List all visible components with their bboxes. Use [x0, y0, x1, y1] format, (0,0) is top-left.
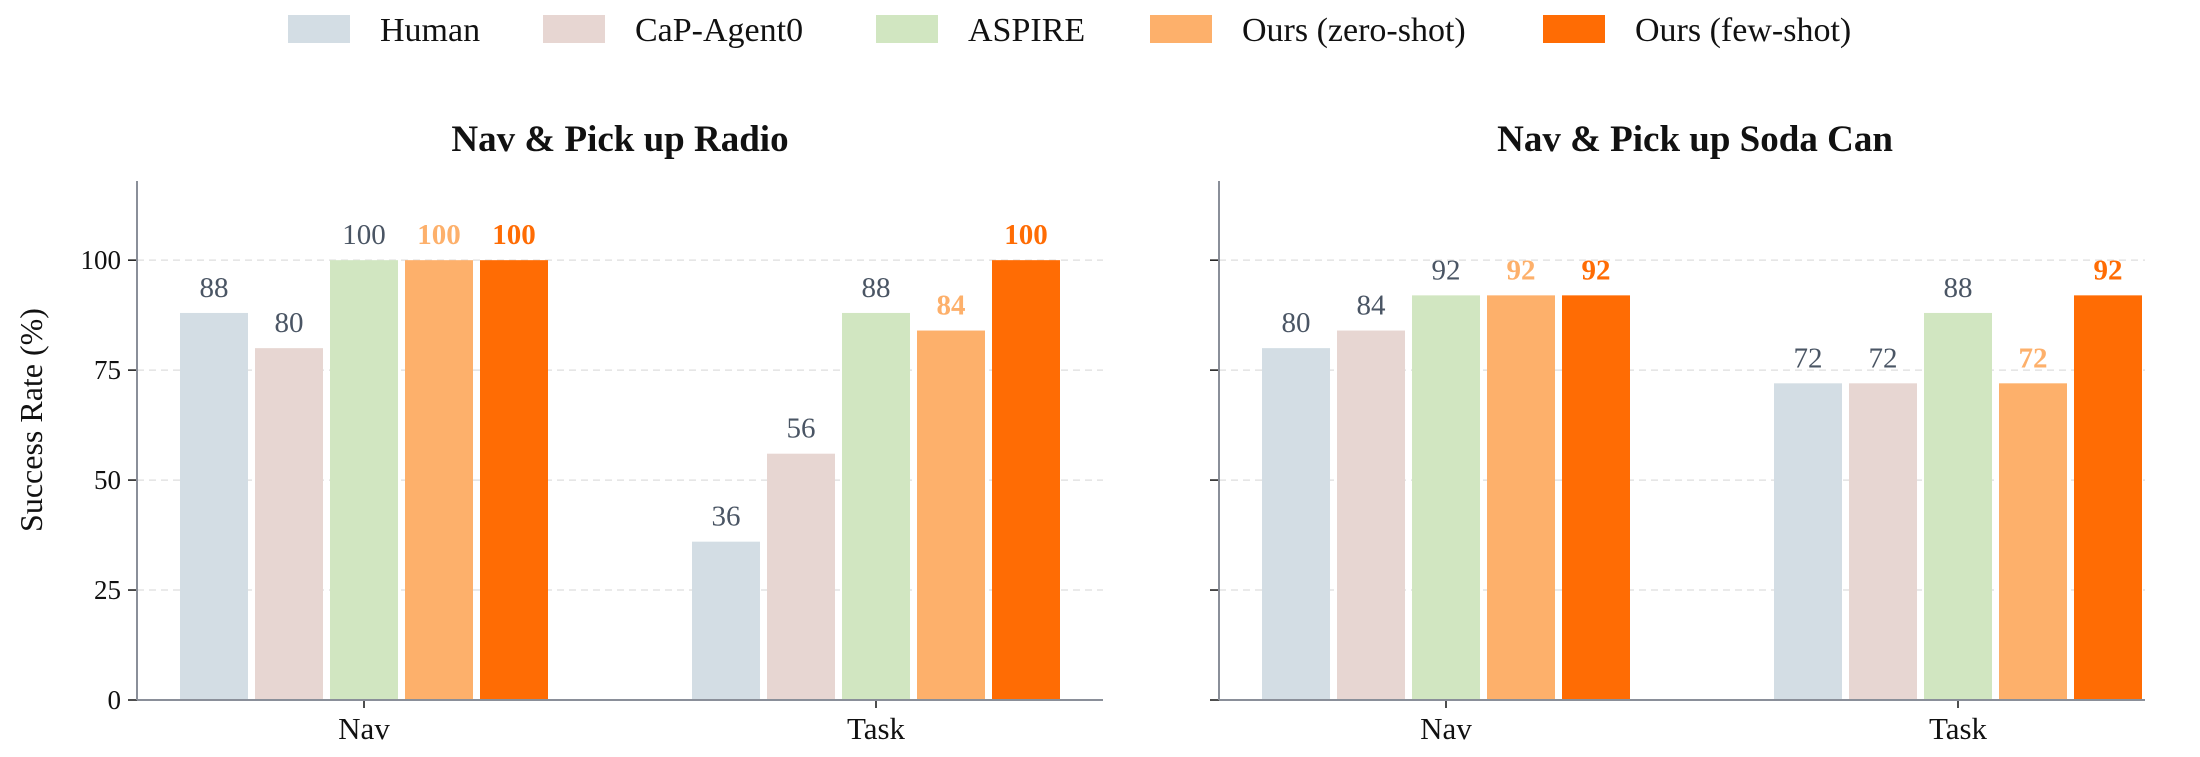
bar-cap-agent0-nav [255, 348, 323, 700]
x-tick-label-task: Task [1929, 711, 1988, 746]
bar-aspire-nav [330, 260, 398, 700]
bar-ours-zero-shot-task [1999, 383, 2067, 700]
y-tick-label: 25 [94, 575, 121, 605]
bar-ours-zero-shot-task [917, 330, 985, 700]
legend-label-aspire: ASPIRE [968, 12, 1085, 49]
legend: Human CaP-Agent0 ASPIRE Ours (zero-shot) Our… [288, 12, 1851, 49]
value-label-cap-agent0-task: 72 [1869, 342, 1898, 374]
value-label-ours-few-shot-task: 100 [1004, 219, 1048, 251]
bar-ours-zero-shot-nav [1487, 295, 1555, 700]
value-label-aspire-task: 88 [862, 272, 891, 304]
value-label-human-task: 72 [1794, 342, 1823, 374]
legend-label-cap-agent0: CaP-Agent0 [635, 12, 803, 49]
value-label-ours-few-shot-nav: 92 [1582, 254, 1611, 286]
legend-swatch-ours-zero-shot [1150, 15, 1212, 43]
value-label-ours-zero-shot-task: 72 [2019, 342, 2048, 374]
value-label-ours-zero-shot-task: 84 [937, 290, 966, 322]
panel-title: Nav & Pick up Radio [451, 119, 788, 160]
bar-human-task [1774, 383, 1842, 700]
bar-cap-agent0-task [767, 453, 835, 700]
legend-swatch-ours-few-shot [1543, 15, 1605, 43]
bar-ours-zero-shot-nav [405, 260, 473, 700]
bar-aspire-task [1924, 312, 1992, 700]
x-tick-label-task: Task [847, 711, 906, 746]
value-label-ours-few-shot-nav: 100 [492, 219, 536, 251]
y-tick-label: 0 [108, 685, 122, 715]
bar-human-nav [1262, 348, 1330, 700]
bar-human-task [692, 541, 760, 700]
legend-swatch-human [288, 15, 350, 43]
y-tick-label: 75 [94, 355, 121, 385]
bar-aspire-task [842, 312, 910, 700]
value-label-aspire-nav: 100 [342, 219, 386, 251]
value-label-human-task: 36 [712, 501, 741, 533]
y-axis-label: Success Rate (%) [13, 308, 49, 532]
legend-swatch-cap-agent0 [543, 15, 605, 43]
bar-cap-agent0-nav [1337, 330, 1405, 700]
value-label-ours-few-shot-task: 92 [2094, 254, 2123, 286]
value-label-ours-zero-shot-nav: 92 [1507, 254, 1536, 286]
x-tick-label-nav: Nav [1420, 711, 1472, 746]
value-label-human-nav: 80 [1282, 307, 1311, 339]
legend-swatch-aspire [876, 15, 938, 43]
y-tick-label: 50 [94, 465, 121, 495]
value-label-cap-agent0-nav: 80 [275, 307, 304, 339]
value-label-human-nav: 88 [200, 272, 229, 304]
bar-ours-few-shot-task [2074, 295, 2142, 700]
panel-nav-pick-up-soda-can: Nav & Pick up Soda Can 80 84 92 92 92 Nav 72 72 8… [1210, 119, 2145, 746]
legend-label-human: Human [380, 12, 480, 49]
value-label-aspire-task: 88 [1944, 272, 1973, 304]
legend-label-ours-few-shot: Ours (few-shot) [1635, 12, 1851, 49]
value-label-cap-agent0-nav: 84 [1357, 290, 1387, 322]
panel-title: Nav & Pick up Soda Can [1497, 119, 1893, 160]
value-label-ours-zero-shot-nav: 100 [417, 219, 461, 251]
value-label-cap-agent0-task: 56 [787, 413, 816, 445]
bar-human-nav [180, 312, 248, 700]
legend-label-ours-zero-shot: Ours (zero-shot) [1242, 12, 1466, 49]
bar-ours-few-shot-task [992, 260, 1060, 700]
bar-aspire-nav [1412, 295, 1480, 700]
bar-ours-few-shot-nav [480, 260, 548, 700]
x-tick-label-nav: Nav [338, 711, 390, 746]
value-label-aspire-nav: 92 [1432, 254, 1461, 286]
bar-cap-agent0-task [1849, 383, 1917, 700]
panels: Nav & Pick up Radio 0 25 50 75 100 88 80 100 100 1… [81, 119, 2145, 746]
bar-ours-few-shot-nav [1562, 295, 1630, 700]
panel-nav-pick-up-radio: Nav & Pick up Radio 0 25 50 75 100 88 80 100 100 1… [81, 119, 1103, 746]
y-tick-label: 100 [81, 245, 122, 275]
